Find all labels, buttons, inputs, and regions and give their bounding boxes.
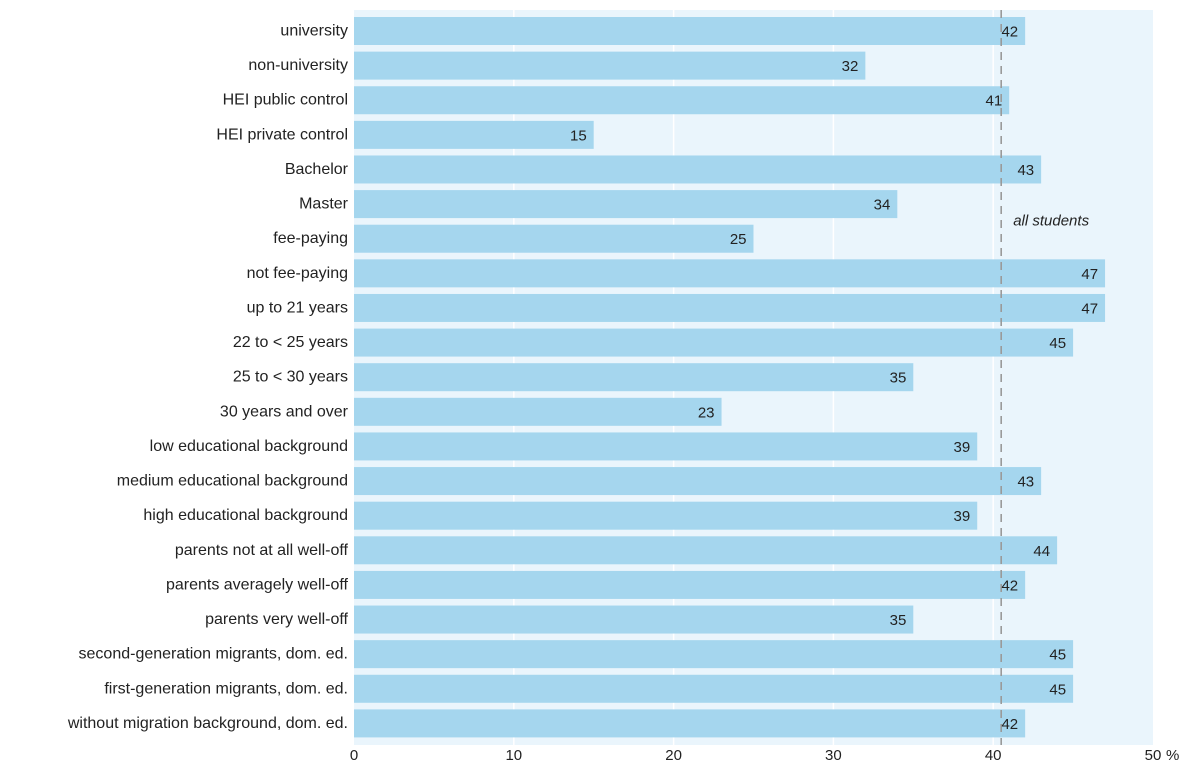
- category-label: without migration background, dom. ed.: [67, 715, 348, 732]
- x-tick-label: 0: [350, 747, 358, 764]
- value-label: 25: [730, 231, 747, 248]
- category-label: up to 21 years: [247, 299, 348, 316]
- value-label: 35: [890, 612, 907, 629]
- bar: [354, 709, 1026, 738]
- bars: [354, 17, 1106, 738]
- bar: [354, 120, 594, 149]
- category-label: parents not at all well-off: [175, 542, 349, 559]
- category-label: fee-paying: [273, 230, 348, 247]
- x-axis-ticks: 0 10 20 30 40 50%: [350, 747, 1180, 764]
- bar: [354, 605, 914, 634]
- value-label: 23: [698, 404, 715, 421]
- value-labels: 42 32 41 15 43 34 25 47 47 45 35 23 39 43 39 44 42 35 45 45…: [570, 24, 1098, 733]
- value-label: 42: [1001, 577, 1018, 594]
- value-label: 15: [570, 127, 587, 144]
- category-label: HEI private control: [216, 126, 348, 143]
- value-label: 47: [1081, 266, 1098, 283]
- bar: [354, 51, 866, 80]
- x-tick-label: 50: [1145, 747, 1162, 764]
- x-tick-label: 40: [985, 747, 1002, 764]
- value-label: 43: [1017, 474, 1034, 491]
- bar: [354, 640, 1074, 669]
- value-label: 47: [1081, 300, 1098, 317]
- category-label: medium educational background: [117, 473, 348, 490]
- x-axis-unit: %: [1166, 747, 1179, 764]
- category-label: second-generation migrants, dom. ed.: [79, 646, 348, 663]
- category-label: parents very well-off: [205, 611, 348, 628]
- category-label: 22 to < 25 years: [233, 334, 348, 351]
- value-label: 42: [1001, 716, 1018, 733]
- reference-line-label: all students: [1013, 213, 1089, 230]
- reference-line-group: all students: [1000, 10, 1090, 745]
- bar: [354, 328, 1074, 357]
- category-label: university: [280, 23, 348, 40]
- value-label: 39: [954, 439, 971, 456]
- category-label: 30 years and over: [220, 403, 349, 420]
- value-label: 32: [842, 58, 859, 75]
- category-label: 25 to < 30 years: [233, 369, 348, 386]
- category-label: not fee-paying: [247, 265, 348, 282]
- category-label: low educational background: [150, 438, 348, 455]
- bar: [354, 397, 722, 426]
- bar: [354, 190, 898, 219]
- value-label: 45: [1049, 681, 1066, 698]
- value-label: 39: [954, 508, 971, 525]
- x-tick-label: 20: [665, 747, 682, 764]
- bar: [354, 536, 1058, 565]
- x-tick-label: 10: [505, 747, 522, 764]
- value-label: 35: [890, 370, 907, 387]
- category-label: HEI public control: [223, 92, 348, 109]
- bar: [354, 86, 1010, 115]
- value-label: 41: [985, 93, 1002, 110]
- x-tick-label: 30: [825, 747, 842, 764]
- bar: [354, 501, 978, 530]
- category-label: first-generation migrants, dom. ed.: [104, 680, 348, 697]
- bar: [354, 155, 1042, 184]
- bar: [354, 467, 1042, 496]
- category-label: Bachelor: [285, 161, 349, 178]
- value-label: 44: [1033, 543, 1050, 560]
- category-label: non-university: [248, 57, 348, 74]
- category-label: high educational background: [143, 507, 348, 524]
- bar: [354, 17, 1026, 45]
- category-labels: university non-university HEI public contr…: [67, 23, 349, 732]
- category-label: Master: [299, 196, 349, 213]
- value-label: 45: [1049, 335, 1066, 352]
- bar: [354, 259, 1106, 288]
- value-label: 43: [1017, 162, 1034, 179]
- value-label: 42: [1001, 24, 1018, 41]
- value-label: 34: [874, 197, 891, 214]
- value-label: 45: [1049, 647, 1066, 664]
- bar: [354, 432, 978, 461]
- bar: [354, 224, 754, 253]
- bar: [354, 293, 1106, 322]
- category-label: parents averagely well-off: [166, 576, 349, 593]
- bar: [354, 570, 1026, 599]
- bar: [354, 674, 1074, 703]
- bar: [354, 363, 914, 392]
